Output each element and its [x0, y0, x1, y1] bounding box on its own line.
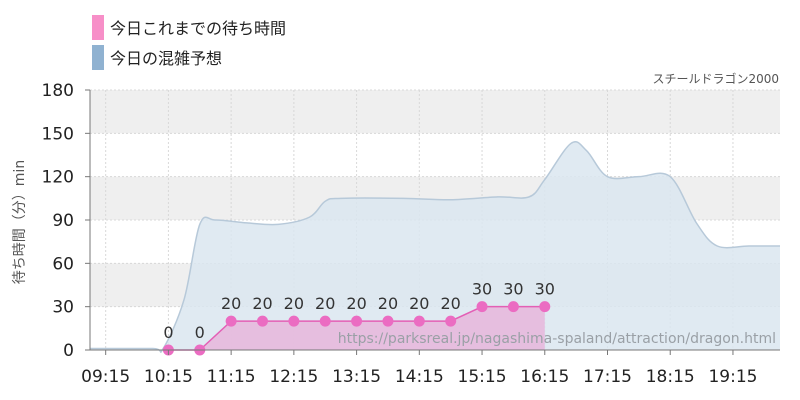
data-label: 20	[441, 294, 461, 313]
data-label: 20	[252, 294, 272, 313]
data-point	[476, 301, 488, 313]
data-point	[539, 301, 551, 313]
data-label: 20	[378, 294, 398, 313]
y-tick-label: 60	[52, 254, 74, 274]
chart-title: スチールドラゴン2000	[652, 71, 779, 86]
legend-item-forecast[interactable]: 今日の混雑予想	[92, 42, 286, 72]
x-tick-label: 11:15	[207, 367, 256, 387]
data-label: 20	[221, 294, 241, 313]
data-point	[507, 301, 519, 313]
data-point	[319, 315, 331, 327]
data-label: 0	[163, 323, 173, 342]
x-tick-label: 17:15	[583, 367, 632, 387]
today-area	[168, 306, 545, 350]
forecast-line	[90, 141, 780, 353]
x-tick-label: 18:15	[646, 367, 695, 387]
data-label: 20	[346, 294, 366, 313]
x-tick-label: 19:15	[708, 367, 757, 387]
legend: 今日これまでの待ち時間 今日の混雑予想	[92, 12, 286, 72]
data-label: 20	[315, 294, 335, 313]
data-label: 0	[195, 323, 205, 342]
x-tick-label: 10:15	[144, 367, 193, 387]
plot-band	[90, 90, 780, 134]
x-tick-label: 12:15	[269, 367, 318, 387]
data-point	[288, 315, 300, 327]
y-tick-label: 90	[52, 211, 74, 231]
y-tick-label: 180	[42, 81, 74, 101]
legend-item-today[interactable]: 今日これまでの待ち時間	[92, 12, 286, 42]
data-label: 30	[535, 280, 555, 299]
legend-label-today: 今日これまでの待ち時間	[110, 19, 287, 38]
y-tick-label: 0	[63, 341, 74, 361]
legend-swatch-forecast	[92, 44, 104, 70]
today-points: 0 0 20 20 20 20 20 20 20 20 30 30 30	[162, 280, 555, 356]
y-tick-label: 120	[42, 168, 74, 188]
data-point	[382, 315, 394, 327]
legend-label-forecast: 今日の混雑予想	[110, 49, 223, 68]
data-point	[257, 315, 268, 327]
x-tick-label: 09:15	[81, 367, 130, 387]
data-point	[351, 315, 363, 327]
data-label: 30	[503, 280, 523, 299]
y-tick-label: 150	[42, 124, 74, 144]
data-point	[445, 315, 457, 327]
y-tick-label: 30	[52, 298, 74, 318]
data-label: 30	[472, 280, 492, 299]
data-label: 20	[409, 294, 429, 313]
data-label: 20	[284, 294, 304, 313]
forecast-area	[90, 141, 780, 353]
y-axis-label: 待ち時間（分）min	[12, 160, 28, 284]
axes: 0 30 60 90 120 150 180 09:15 10:15 11:15 12:15 13:1…	[42, 81, 780, 387]
series-areas	[90, 141, 780, 353]
x-tick-label: 15:15	[458, 367, 507, 387]
legend-swatch-today	[92, 14, 104, 40]
data-point	[225, 315, 237, 327]
x-tick-label: 16:15	[520, 367, 569, 387]
x-tick-label: 14:15	[395, 367, 444, 387]
x-tick-label: 13:15	[332, 367, 381, 387]
source-watermark: https://parksreal.jp/nagashima-spaland/a…	[338, 331, 776, 347]
data-point	[413, 315, 425, 327]
